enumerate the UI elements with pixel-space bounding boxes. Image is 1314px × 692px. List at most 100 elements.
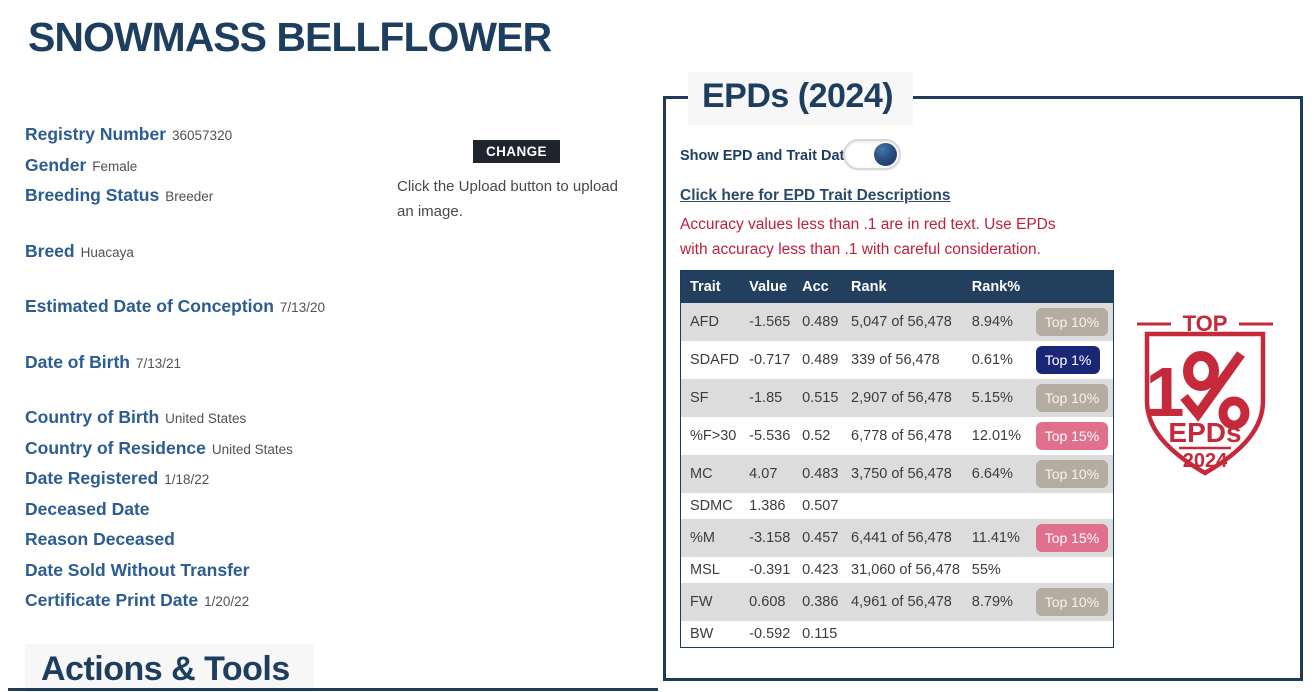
epds-section-legend: EPDs (2024)	[688, 72, 914, 125]
cell-rank-pct: 11.41%	[971, 530, 1020, 546]
cell-value: -1.565	[749, 314, 791, 330]
cell-rank: 6,778 of 56,478	[851, 428, 952, 444]
table-row: FW 0.608 0.386 4,961 of 56,478 8.79% Top…	[680, 583, 1114, 621]
epd-table-header-row: Trait Value Acc Rank Rank%	[680, 270, 1114, 303]
table-row: MC 4.07 0.483 3,750 of 56,478 6.64% Top …	[680, 455, 1114, 493]
table-row: SDMC 1.386 0.507	[680, 493, 1114, 519]
rank-badge: Top 10%	[1035, 308, 1109, 336]
cell-rank	[845, 621, 966, 648]
rank-badge: Top 10%	[1035, 588, 1109, 616]
detail-label: Certificate Print Date	[25, 590, 199, 610]
cell-rank: 339 of 56,478	[851, 352, 940, 368]
detail-label: Date Sold Without Transfer	[25, 560, 250, 580]
detail-date-of-birth: Date of Birth 7/13/21	[25, 352, 181, 373]
cell-trait: BW	[690, 626, 714, 642]
cell-rank-pct: 5.15%	[971, 390, 1013, 406]
epd-trait-descriptions-link[interactable]: Click here for EPD Trait Descriptions	[680, 187, 951, 204]
detail-date-sold-without-transfer: Date Sold Without Transfer	[25, 560, 255, 581]
cell-rank-pct: 12.01%	[971, 428, 1021, 444]
table-row: %M -3.158 0.457 6,441 of 56,478 11.41% T…	[680, 519, 1114, 557]
cell-rank-pct: 55%	[971, 562, 1001, 578]
epd-table-wrap: Trait Value Acc Rank Rank% AFD -1.565 0.…	[680, 270, 1114, 648]
detail-registry-number: Registry Number 36057320	[25, 124, 232, 145]
cell-acc: 0.423	[802, 562, 839, 578]
cell-trait: FW	[690, 594, 713, 610]
detail-label: Country of Birth	[25, 407, 160, 427]
cell-value: -0.592	[749, 626, 791, 642]
detail-value: United States	[211, 442, 293, 457]
detail-label: Registry Number	[25, 124, 167, 144]
cell-trait: MC	[690, 466, 713, 482]
detail-value: Huacaya	[80, 245, 134, 260]
page-title: SNOWMASS BELLFLOWER	[28, 14, 552, 60]
cell-rank-pct: 8.79%	[971, 594, 1013, 610]
actions-tools-section-legend: Actions & Tools	[25, 644, 314, 692]
change-photo-button[interactable]: CHANGE	[473, 140, 560, 163]
show-epd-toggle-label: Show EPD and Trait Data	[680, 148, 853, 164]
detail-value: United States	[165, 411, 247, 426]
cell-rank: 3,750 of 56,478	[851, 466, 952, 482]
detail-label: Gender	[25, 155, 87, 175]
detail-date-registered: Date Registered 1/18/22	[25, 468, 209, 489]
detail-deceased-date: Deceased Date	[25, 499, 156, 520]
detail-value: 1/20/22	[204, 594, 250, 609]
col-header-rank: Rank	[845, 270, 966, 303]
cell-acc: 0.515	[802, 390, 839, 406]
detail-value: 36057320	[172, 128, 233, 143]
cell-value: -0.391	[749, 562, 791, 578]
cell-acc: 0.507	[802, 498, 839, 514]
cell-trait: %F>30	[690, 428, 737, 444]
detail-breed: Breed Huacaya	[25, 241, 134, 262]
table-row: SDAFD -0.717 0.489 339 of 56,478 0.61% T…	[680, 341, 1114, 379]
cell-acc: 0.115	[802, 626, 838, 642]
cell-trait: AFD	[690, 314, 719, 330]
col-header-trait: Trait	[680, 270, 744, 303]
rank-badge: Top 10%	[1035, 460, 1109, 488]
cell-value: -1.85	[749, 390, 783, 406]
cell-rank: 4,961 of 56,478	[851, 594, 952, 610]
cell-acc: 0.489	[802, 314, 839, 330]
detail-gender: Gender Female	[25, 155, 137, 176]
detail-value: 1/18/22	[164, 472, 210, 487]
detail-value: Breeder	[165, 189, 214, 204]
detail-certificate-print-date: Certificate Print Date 1/20/22	[25, 590, 249, 611]
cell-rank: 6,441 of 56,478	[851, 530, 952, 546]
cell-trait: SDAFD	[690, 352, 740, 368]
cell-value: -5.536	[749, 428, 791, 444]
svg-text:2024: 2024	[1183, 450, 1228, 472]
top1-epds-2024-shield-icon: TOP 1 EPDs 2024	[1134, 309, 1276, 492]
cell-rank-pct	[966, 493, 1030, 519]
cell-rank-pct	[966, 621, 1030, 648]
cell-acc: 0.457	[802, 530, 839, 546]
table-row: BW -0.592 0.115	[680, 621, 1114, 648]
detail-country-of-birth: Country of Birth United States	[25, 407, 246, 428]
detail-label: Breed	[25, 241, 75, 261]
cell-acc: 0.489	[802, 352, 839, 368]
cell-rank: 2,907 of 56,478	[851, 390, 952, 406]
show-epd-toggle[interactable]	[843, 139, 901, 170]
cell-acc: 0.386	[802, 594, 839, 610]
cell-value: -3.158	[749, 530, 791, 546]
cell-rank	[845, 493, 966, 519]
table-row: AFD -1.565 0.489 5,047 of 56,478 8.94% T…	[680, 303, 1114, 341]
rank-badge: Top 15%	[1035, 524, 1109, 552]
detail-label: Country of Residence	[25, 438, 206, 458]
svg-text:1: 1	[1146, 353, 1185, 431]
rank-badge: Top 1%	[1035, 346, 1101, 374]
cell-trait: SDMC	[690, 498, 733, 514]
cell-value: 1.386	[749, 498, 786, 514]
upload-hint-text: Click the Upload button to upload an ima…	[397, 178, 618, 220]
detail-value: Female	[92, 159, 138, 174]
detail-label: Estimated Date of Conception	[25, 296, 274, 316]
cell-rank-pct: 0.61%	[971, 352, 1013, 368]
col-header-badge	[1029, 270, 1114, 303]
rank-badge: Top 10%	[1035, 384, 1109, 412]
table-row: %F>30 -5.536 0.52 6,778 of 56,478 12.01%…	[680, 417, 1114, 455]
table-row: MSL -0.391 0.423 31,060 of 56,478 55%	[680, 557, 1114, 583]
cell-rank-pct: 6.64%	[971, 466, 1013, 482]
detail-value: 7/13/21	[136, 356, 182, 371]
table-row: SF -1.85 0.515 2,907 of 56,478 5.15% Top…	[680, 379, 1114, 417]
cell-rank-pct: 8.94%	[971, 314, 1013, 330]
detail-country-of-residence: Country of Residence United States	[25, 438, 293, 459]
col-header-value: Value	[743, 270, 797, 303]
